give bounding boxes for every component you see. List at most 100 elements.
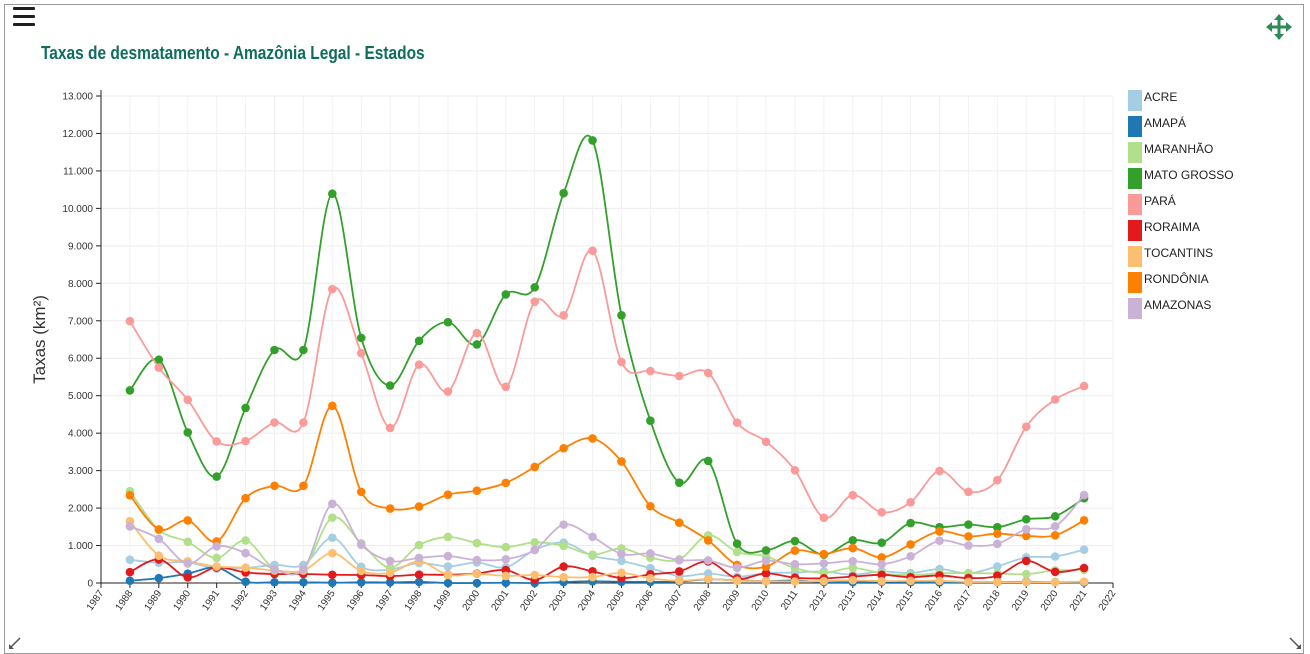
- data-point: [443, 317, 453, 327]
- x-tick-label: 2020: [1039, 588, 1061, 613]
- data-point: [385, 381, 395, 390]
- data-point: [328, 570, 337, 580]
- legend: ACRE AMAPÁ MARANHÃO MATO GROSSO PARÁ RORAIMA T…: [1128, 90, 1234, 319]
- y-tick-label: 2.000: [68, 504, 93, 515]
- x-tick-label: 1995: [316, 588, 338, 613]
- data-point: [935, 576, 944, 586]
- data-point: [588, 550, 597, 560]
- data-point: [877, 576, 886, 586]
- data-point: [993, 475, 1002, 485]
- x-tick-label: 2011: [779, 588, 801, 612]
- data-point: [241, 536, 250, 545]
- y-tick-label: 8.000: [68, 279, 93, 290]
- data-point: [819, 559, 829, 568]
- x-tick-label: 1992: [229, 588, 251, 613]
- data-point: [472, 486, 482, 495]
- data-point: [559, 311, 568, 320]
- data-point: [501, 382, 511, 392]
- series-pará: [125, 246, 1089, 523]
- data-point: [241, 436, 250, 446]
- data-point: [848, 575, 858, 585]
- data-point: [877, 570, 886, 580]
- data-point: [559, 520, 568, 529]
- series-line: [129, 536, 1085, 578]
- data-point: [328, 499, 337, 509]
- x-tick-label: 1993: [258, 588, 280, 613]
- y-tick-label: 9.000: [68, 241, 93, 252]
- data-point: [385, 556, 395, 566]
- data-point: [993, 529, 1002, 539]
- data-point: [241, 548, 250, 558]
- series-line: [129, 494, 1085, 576]
- data-point: [270, 564, 279, 574]
- data-point: [530, 283, 540, 292]
- data-point: [1050, 577, 1060, 587]
- data-point: [212, 562, 221, 571]
- legend-item: ACRE: [1128, 90, 1177, 111]
- menu-icon[interactable]: [13, 7, 35, 27]
- data-point: [819, 513, 829, 523]
- data-point: [1079, 490, 1089, 500]
- data-point: [1079, 516, 1089, 525]
- data-point: [617, 549, 626, 559]
- data-point: [790, 466, 800, 475]
- x-tick-label: 2018: [981, 588, 1003, 613]
- data-point: [1021, 569, 1031, 579]
- data-point: [443, 387, 453, 396]
- x-tick-label: 1987: [85, 588, 107, 613]
- resize-left-icon[interactable]: [8, 636, 22, 650]
- data-point: [1050, 531, 1060, 540]
- data-point: [790, 536, 800, 546]
- data-point: [559, 541, 568, 551]
- data-point: [906, 576, 915, 586]
- data-point: [1021, 524, 1031, 534]
- x-tick-label: 1991: [200, 588, 222, 613]
- data-point: [328, 548, 337, 558]
- data-point: [530, 570, 540, 580]
- legend-item: RORAIMA: [1128, 220, 1200, 241]
- legend-label: TOCANTINS: [1144, 246, 1213, 260]
- x-tick-label: 2010: [750, 588, 772, 613]
- series-line: [129, 520, 1085, 584]
- data-point: [617, 357, 626, 367]
- data-point: [183, 537, 193, 547]
- data-point: [559, 188, 568, 198]
- data-point: [270, 418, 279, 427]
- data-point: [674, 576, 684, 585]
- data-point: [674, 371, 684, 381]
- data-point: [299, 418, 308, 427]
- move-arrows-icon[interactable]: [1265, 13, 1293, 41]
- legend-label: AMAPÁ: [1144, 115, 1186, 130]
- legend-label: RONDÔNIA: [1144, 271, 1209, 286]
- data-point: [906, 552, 915, 561]
- x-tick-label: 2001: [489, 588, 511, 613]
- data-point: [588, 572, 597, 582]
- series-line: [129, 566, 1085, 584]
- data-point: [588, 434, 597, 443]
- resize-right-icon[interactable]: [1288, 636, 1302, 650]
- data-point: [501, 554, 511, 564]
- data-point: [1079, 577, 1089, 586]
- data-point: [646, 366, 655, 376]
- data-point: [154, 525, 164, 534]
- data-point: [530, 297, 540, 306]
- data-point: [964, 541, 973, 550]
- data-point: [703, 456, 713, 466]
- data-point: [212, 472, 221, 481]
- data-point: [1079, 381, 1089, 391]
- legend-swatch: [1128, 246, 1142, 267]
- data-point: [703, 368, 713, 378]
- data-point: [501, 290, 511, 299]
- data-point: [328, 284, 337, 294]
- data-point: [443, 532, 453, 542]
- data-point: [299, 345, 308, 355]
- data-point: [270, 481, 279, 491]
- x-tick-label: 2014: [865, 588, 887, 613]
- data-point: [414, 577, 424, 587]
- data-point: [674, 518, 684, 527]
- data-point: [877, 553, 886, 562]
- legend-label: AMAZONAS: [1144, 298, 1211, 312]
- legend-label: PARÁ: [1144, 193, 1176, 208]
- data-point: [183, 428, 193, 437]
